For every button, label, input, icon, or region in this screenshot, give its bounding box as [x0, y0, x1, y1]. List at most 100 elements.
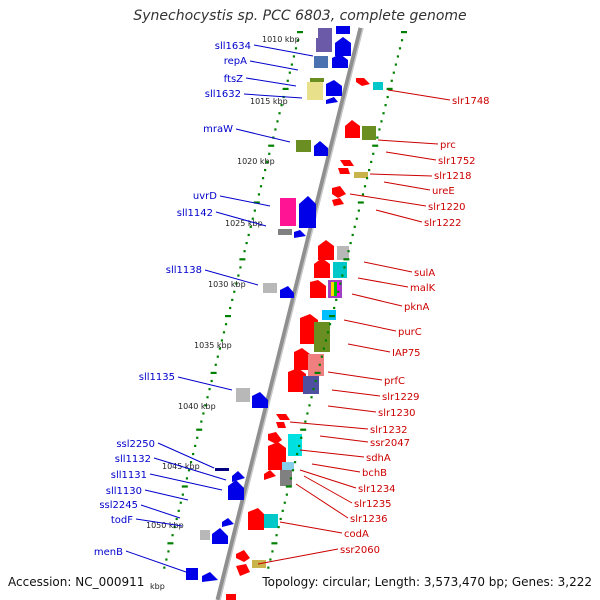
scale-tick [318, 363, 321, 366]
scale-tick [224, 323, 228, 326]
scale-tick [296, 452, 299, 456]
gene-label-pknA[interactable]: pknA [404, 302, 429, 313]
gene-label-sdhA[interactable]: sdhA [366, 453, 391, 464]
scale-tick [285, 493, 288, 496]
scale-tick [322, 347, 325, 350]
scale-tick [239, 266, 242, 269]
scale-tick [268, 152, 271, 155]
scale-tick [351, 233, 354, 237]
gene-label-sll1142[interactable]: sll1142 [177, 208, 213, 219]
gene-label-IAP75[interactable]: IAP75 [392, 348, 421, 359]
gene-label-sll1632[interactable]: sll1632 [205, 89, 241, 100]
scale-tick [343, 258, 350, 261]
scale-tick [266, 160, 269, 164]
scale-tick [167, 550, 170, 553]
gene-label-ftsZ[interactable]: ftsZ [224, 74, 243, 85]
gene-label-sll1131[interactable]: sll1131 [111, 470, 147, 481]
gene-label-slr1220[interactable]: slr1220 [428, 202, 466, 213]
gene-label-slr1218[interactable]: slr1218 [434, 171, 472, 182]
gene-label-malK[interactable]: malK [410, 283, 436, 294]
gene-label-slr1222[interactable]: slr1222 [424, 218, 462, 229]
scale-tick [239, 258, 246, 261]
scale-tick [310, 396, 313, 399]
scale-tick [370, 160, 373, 164]
scale-tick [185, 477, 189, 480]
gene-label-ssl2245[interactable]: ssl2245 [99, 500, 138, 511]
gene-label-ssr2060[interactable]: ssr2060 [340, 545, 380, 556]
gene-label-codA[interactable]: codA [344, 529, 369, 540]
scale-tick [324, 339, 328, 342]
scale-tick [378, 128, 381, 131]
scale-tick [194, 444, 197, 448]
scale-tick [192, 452, 195, 456]
scale-tick [249, 225, 252, 228]
gene-label-repA[interactable]: repA [224, 56, 247, 67]
scale-tick [296, 39, 300, 42]
gene-label-ssl2250[interactable]: ssl2250 [116, 439, 155, 450]
kbp-label: 1020 kbp [237, 157, 275, 166]
kbp-label: 1010 kbp [262, 35, 300, 44]
gene-label-bchB[interactable]: bchB [362, 468, 387, 479]
gene-label-sll1634[interactable]: sll1634 [215, 41, 251, 52]
gene-label-slr1234[interactable]: slr1234 [358, 484, 396, 495]
gene-label-menB[interactable]: menB [94, 547, 123, 558]
scale-tick [253, 209, 256, 212]
scale-tick [279, 517, 282, 521]
scale-tick [257, 193, 261, 196]
scale-tick [339, 282, 342, 285]
gene-label-slr1230[interactable]: slr1230 [378, 408, 416, 419]
scale-tick [253, 201, 260, 204]
gene-label-slr1235[interactable]: slr1235 [354, 499, 392, 510]
scale-tick [173, 525, 176, 529]
scale-tick [357, 209, 360, 212]
gene-label-slr1236[interactable]: slr1236 [350, 514, 388, 525]
gene-label-uvrD[interactable]: uvrD [193, 191, 217, 202]
gene-label-todF[interactable]: todF [111, 515, 133, 526]
gene-label-sulA[interactable]: sulA [414, 268, 435, 279]
gene-label-sll1132[interactable]: sll1132 [115, 454, 151, 465]
plus-strand-features [226, 78, 383, 600]
gene-label-slr1752[interactable]: slr1752 [438, 156, 476, 167]
scale-tick [353, 225, 356, 228]
gene-label-ureE[interactable]: ureE [432, 186, 455, 197]
gene-label-slr1232[interactable]: slr1232 [370, 425, 408, 436]
kbp-label: 1030 kbp [208, 280, 246, 289]
gene-label-sll1135[interactable]: sll1135 [139, 372, 175, 383]
gene-label-sll1130[interactable]: sll1130 [106, 486, 142, 497]
scale-tick [196, 436, 199, 439]
genome-title: Synechocystis sp. PCC 6803, complete gen… [133, 8, 467, 24]
gene-label-mraW[interactable]: mraW [203, 124, 233, 135]
scale-tick [220, 339, 224, 342]
gene-label-slr1229[interactable]: slr1229 [382, 392, 420, 403]
left-gene-labels: sll1634 repA ftsZ sll1632 mraW uvrD sll1… [94, 41, 314, 573]
scale-tick [329, 315, 335, 318]
gene-label-slr1748[interactable]: slr1748 [452, 96, 490, 107]
kbp-label: 1040 kbp [178, 402, 216, 411]
scale-tick [247, 233, 250, 237]
scale-tick [294, 47, 298, 50]
scale-tick [251, 217, 254, 220]
scale-tick [363, 185, 367, 188]
scale-tick [396, 55, 400, 58]
gene-label-purC[interactable]: purC [398, 327, 422, 338]
scale-tick [285, 485, 292, 488]
scale-tick [243, 250, 246, 253]
scale-tick [181, 485, 188, 488]
scale-tick [298, 444, 301, 448]
gene-label-prfC[interactable]: prfC [384, 376, 405, 387]
gene-label-ssr2047[interactable]: ssr2047 [370, 438, 410, 449]
scale-tick [167, 542, 174, 545]
scale-tick [165, 558, 168, 561]
scale-tick [304, 420, 307, 423]
scale-tick [189, 461, 193, 464]
scale-tick [229, 306, 232, 310]
scale-tick [333, 306, 336, 310]
gene-label-sll1138[interactable]: sll1138 [166, 265, 202, 276]
scale-tick [349, 241, 352, 245]
scale-tick [271, 550, 274, 553]
scale-tick [237, 274, 240, 277]
gene-label-prc[interactable]: prc [440, 140, 456, 151]
kbp-label: 1015 kbp [250, 97, 288, 106]
scale-tick [306, 412, 309, 415]
